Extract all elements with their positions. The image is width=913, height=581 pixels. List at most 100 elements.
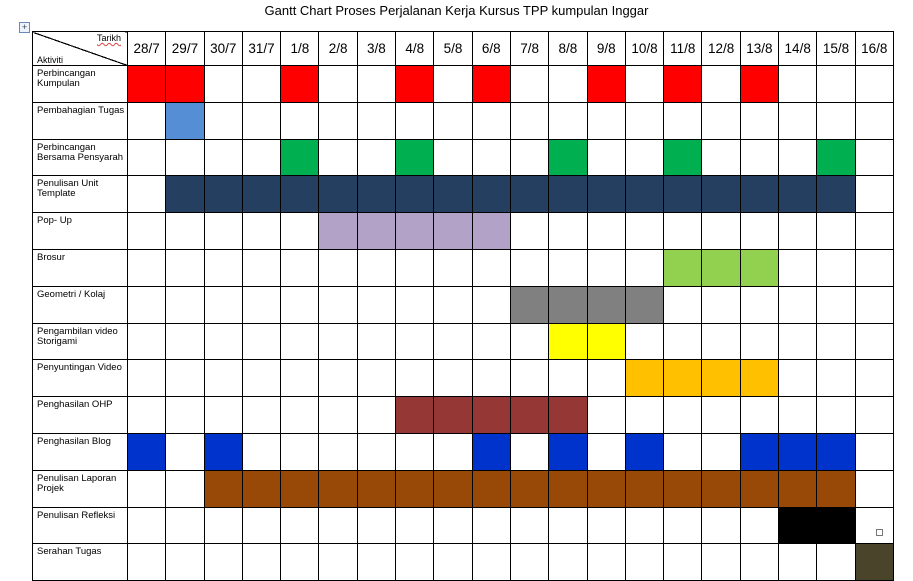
empty-day-cell [854,506,894,545]
scheduled-day-cell [548,432,588,471]
empty-day-cell [471,359,511,398]
date-header-cell: 30/7 [203,31,243,66]
empty-day-cell [280,322,320,361]
scheduled-day-cell [624,285,665,324]
empty-day-cell [433,359,473,398]
date-axis-label: Tarikh [96,33,121,43]
scheduled-day-cell [548,396,588,434]
scheduled-day-cell [433,469,473,508]
scheduled-day-cell [395,396,435,434]
empty-day-cell [854,285,894,324]
empty-day-cell [356,359,397,398]
scheduled-day-cell [548,322,588,361]
empty-day-cell [395,285,435,324]
empty-day-cell [663,506,703,545]
chart-title: Gantt Chart Proses Perjalanan Kerja Kurs… [264,3,649,18]
empty-day-cell [509,543,550,581]
table-move-handle-icon[interactable]: + [19,22,30,33]
empty-day-cell [241,248,282,287]
scheduled-day-cell [471,396,511,434]
empty-day-cell [165,322,205,361]
table-resize-handle[interactable] [876,529,883,536]
scheduled-day-cell [624,359,665,398]
empty-day-cell [624,506,665,545]
scheduled-day-cell [739,248,780,287]
empty-day-cell [471,285,511,324]
empty-day-cell [165,212,205,250]
scheduled-day-cell [548,469,588,508]
scheduled-day-cell [663,65,703,103]
activity-name-cell: Perbincangan Kumpulan [32,65,128,103]
scheduled-day-cell [663,359,703,398]
empty-day-cell [356,101,397,140]
scheduled-day-cell [395,469,435,508]
date-header-cell: 2/8 [318,31,358,66]
scheduled-day-cell [318,175,358,214]
empty-day-cell [165,432,205,471]
scheduled-day-cell [586,322,626,361]
empty-day-cell [816,65,856,103]
empty-day-cell [356,285,397,324]
empty-day-cell [624,65,665,103]
empty-day-cell [126,248,167,287]
scheduled-day-cell [739,65,780,103]
activity-row: Perbincangan Bersama Pensyarah [32,138,894,177]
empty-day-cell [854,138,894,177]
scheduled-day-cell [433,175,473,214]
empty-day-cell [739,101,780,140]
date-header-cell: 11/8 [663,31,703,66]
empty-day-cell [280,432,320,471]
empty-day-cell [701,65,741,103]
scheduled-day-cell [165,101,205,140]
empty-day-cell [165,543,205,581]
activity-name-cell: Pembahagian Tugas [32,101,128,140]
scheduled-day-cell [241,175,282,214]
empty-day-cell [126,101,167,140]
empty-day-cell [739,543,780,581]
activity-row: Pembahagian Tugas [32,101,894,140]
empty-day-cell [624,322,665,361]
scheduled-day-cell [280,138,320,177]
scheduled-day-cell [586,65,626,103]
scheduled-day-cell [854,543,894,581]
scheduled-day-cell [663,248,703,287]
empty-day-cell [778,285,818,324]
scheduled-day-cell [318,469,358,508]
empty-day-cell [548,248,588,287]
empty-day-cell [739,285,780,324]
empty-day-cell [203,285,243,324]
empty-day-cell [241,543,282,581]
empty-day-cell [165,506,205,545]
empty-day-cell [471,138,511,177]
empty-day-cell [433,506,473,545]
empty-day-cell [165,469,205,508]
empty-day-cell [203,506,243,545]
empty-day-cell [356,322,397,361]
activity-row: Brosur [32,248,894,287]
empty-day-cell [433,138,473,177]
empty-day-cell [854,175,894,214]
scheduled-day-cell [509,469,550,508]
scheduled-day-cell [778,432,818,471]
empty-day-cell [471,506,511,545]
date-header-cell: 31/7 [241,31,282,66]
empty-day-cell [624,138,665,177]
empty-day-cell [509,138,550,177]
empty-day-cell [318,506,358,545]
empty-day-cell [241,101,282,140]
activity-row: Pop- Up [32,212,894,250]
scheduled-day-cell [586,469,626,508]
date-header-cell: 8/8 [548,31,588,66]
activity-name-cell: Pengambilan video Storigami [32,322,128,361]
empty-day-cell [318,101,358,140]
empty-day-cell [203,322,243,361]
empty-day-cell [586,543,626,581]
scheduled-day-cell [203,469,243,508]
empty-day-cell [778,396,818,434]
scheduled-day-cell [816,432,856,471]
empty-day-cell [241,212,282,250]
empty-day-cell [241,396,282,434]
scheduled-day-cell [509,396,550,434]
scheduled-day-cell [509,175,550,214]
scheduled-day-cell [471,175,511,214]
